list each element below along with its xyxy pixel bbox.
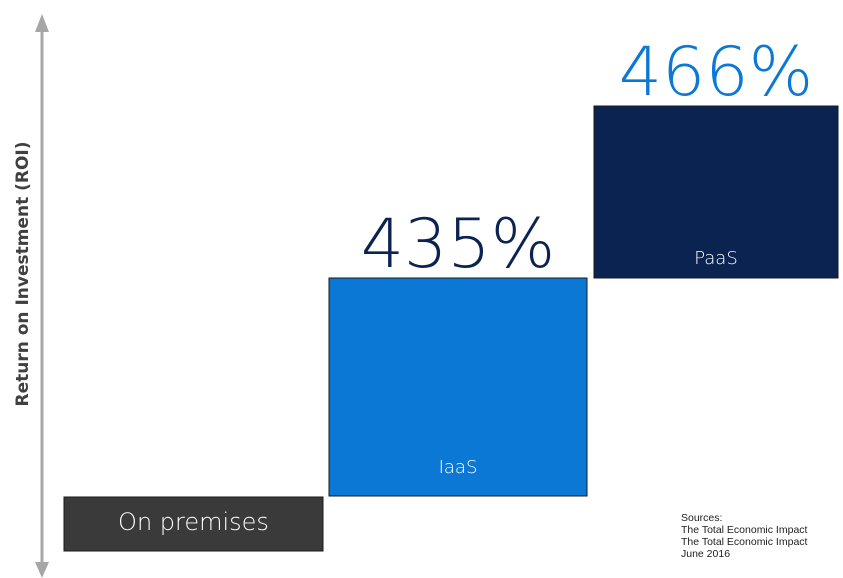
sources-line-3: June 2016: [681, 548, 731, 560]
y-axis-arrow: [35, 14, 49, 578]
sources-line-1: The Total Economic Impact: [681, 524, 808, 536]
sources-line-2: The Total Economic Impact: [681, 536, 808, 548]
value-label-iaas: 435%: [361, 205, 555, 284]
sources-note: Sources: The Total Economic Impact The T…: [681, 512, 843, 560]
bar-on-premises: [63, 496, 324, 552]
bar-label-paas: PaaS: [694, 248, 738, 269]
bar-paas: [593, 105, 839, 279]
y-axis-arrowhead-bottom: [35, 562, 49, 578]
y-axis-label: Return on Investment (ROI): [13, 141, 33, 406]
sources-heading: Sources:: [681, 512, 723, 524]
bars-group: On premises IaaS 435% PaaS 466%: [63, 33, 839, 552]
y-axis-arrowhead-top: [35, 14, 49, 32]
bar-label-on-premises: On premises: [118, 508, 269, 536]
bar-label-iaas: IaaS: [439, 457, 478, 478]
bar-iaas: [328, 277, 588, 497]
value-label-paas: 466%: [619, 33, 813, 112]
